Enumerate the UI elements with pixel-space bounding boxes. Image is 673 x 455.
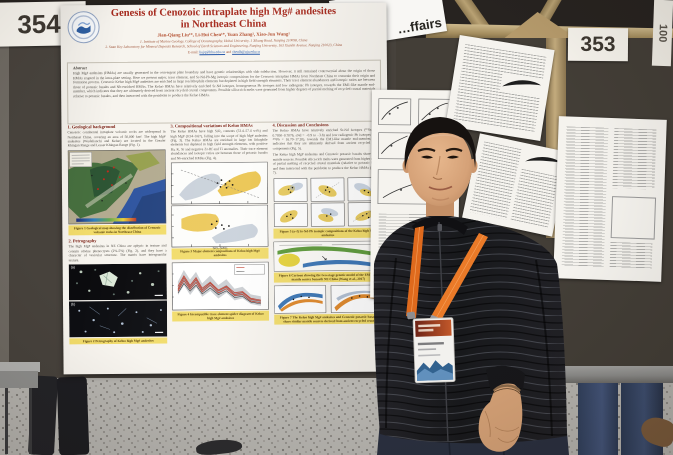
article-figure-box <box>610 196 657 240</box>
background-person-jeans <box>578 370 618 455</box>
article-figure-swoosh <box>499 72 544 97</box>
table-leg <box>29 388 32 454</box>
section1-body: Cenozoic continental intraplate volcanic… <box>67 129 166 148</box>
board-number-353: 353 <box>567 27 629 62</box>
board-number-354-text: 354 <box>17 8 61 39</box>
bracelet <box>492 384 521 392</box>
section3-body: The Keluo HMAs have high SiO₂ contents (… <box>170 128 268 161</box>
logo-wave-icon <box>71 15 96 40</box>
section2-body: The high Mg# andesites in NE China are a… <box>68 243 167 262</box>
figure1-geological-map <box>67 149 167 225</box>
person-face <box>408 126 472 206</box>
jacket-cuff <box>486 365 525 392</box>
person-jacket <box>373 216 567 444</box>
board-edge-strip <box>0 44 9 370</box>
side-table-edge <box>0 371 38 388</box>
article-text <box>609 242 653 270</box>
badge-header <box>415 319 452 337</box>
poster-title: Genesis of Cenozoic intraplate high Mg# … <box>100 6 346 32</box>
research-poster: Genesis of Cenozoic intraplate high Mg# … <box>60 2 390 375</box>
background-person-leg <box>56 376 90 455</box>
figure2b-thin-section: (b) <box>68 300 168 338</box>
person-eyebrows <box>417 147 463 153</box>
pinned-article-page-mid <box>462 133 570 237</box>
figure1-caption: Figure 1 Geological map showing the dist… <box>68 224 167 236</box>
person-hand <box>478 365 525 452</box>
email-link-1: liujq@hhu.edu.cn <box>199 49 226 54</box>
section3-heading: 3. Compositional variations of Keluo HMA… <box>170 122 253 129</box>
university-logo <box>67 11 100 44</box>
figure3a-scatter-plot <box>170 162 269 205</box>
table-leg <box>5 388 8 454</box>
article-text <box>612 128 657 190</box>
figure6-cartoon-model <box>273 240 383 272</box>
article-figure-swoosh <box>522 149 565 174</box>
email-link-2: chenlh@nju.edu.cn <box>232 49 260 54</box>
conference-badge <box>412 317 456 384</box>
edge-number-card: 100 <box>651 0 673 67</box>
person-mouth <box>428 185 453 191</box>
edge-number-text: 100 <box>656 23 669 43</box>
side-table <box>0 362 40 372</box>
person-eyes <box>421 155 459 159</box>
figure2b-label: (b) <box>70 302 76 307</box>
poster-column-3: 4. Discussion and Conclusions The Keluo … <box>272 122 384 369</box>
pinned-article-page-top <box>445 35 555 141</box>
lanyard <box>406 226 488 324</box>
section2-heading: 2. Petrography <box>68 238 97 244</box>
person-nose <box>435 155 441 176</box>
board-number-353-text: 353 <box>580 32 616 56</box>
poster-title-line1: Genesis of Cenozoic intraplate high Mg# … <box>110 6 337 19</box>
person-hair <box>404 117 476 170</box>
poster-column-1: 1. Geological background Cenozoic contin… <box>67 123 168 371</box>
abstract-text: High Mg# andesites (HMAs) are usually ge… <box>72 68 376 99</box>
abstract-box: Abstract High Mg# andesites (HMAs) are u… <box>66 59 382 125</box>
figure7-model-panels <box>273 284 384 314</box>
figure2-caption: Figure 2 Petrography of Keluo high Mg# a… <box>69 337 168 345</box>
figure3b-scatter-plot: SiO₂ (wt%) <box>171 205 269 250</box>
section1-heading: 1. Geological background <box>67 123 116 130</box>
figure4-spider-diagram <box>171 261 269 310</box>
poster-title-line2: in Northeast China <box>180 18 267 31</box>
poster-column-2: 3. Compositional variations of Keluo HMA… <box>170 122 270 370</box>
figure2a-thin-section: (a) <box>68 263 167 301</box>
researcher-person <box>373 117 569 455</box>
figure4-caption: Figure 4 Incompatible trace element spid… <box>172 310 270 322</box>
figure2a-label: (a) <box>70 265 75 270</box>
